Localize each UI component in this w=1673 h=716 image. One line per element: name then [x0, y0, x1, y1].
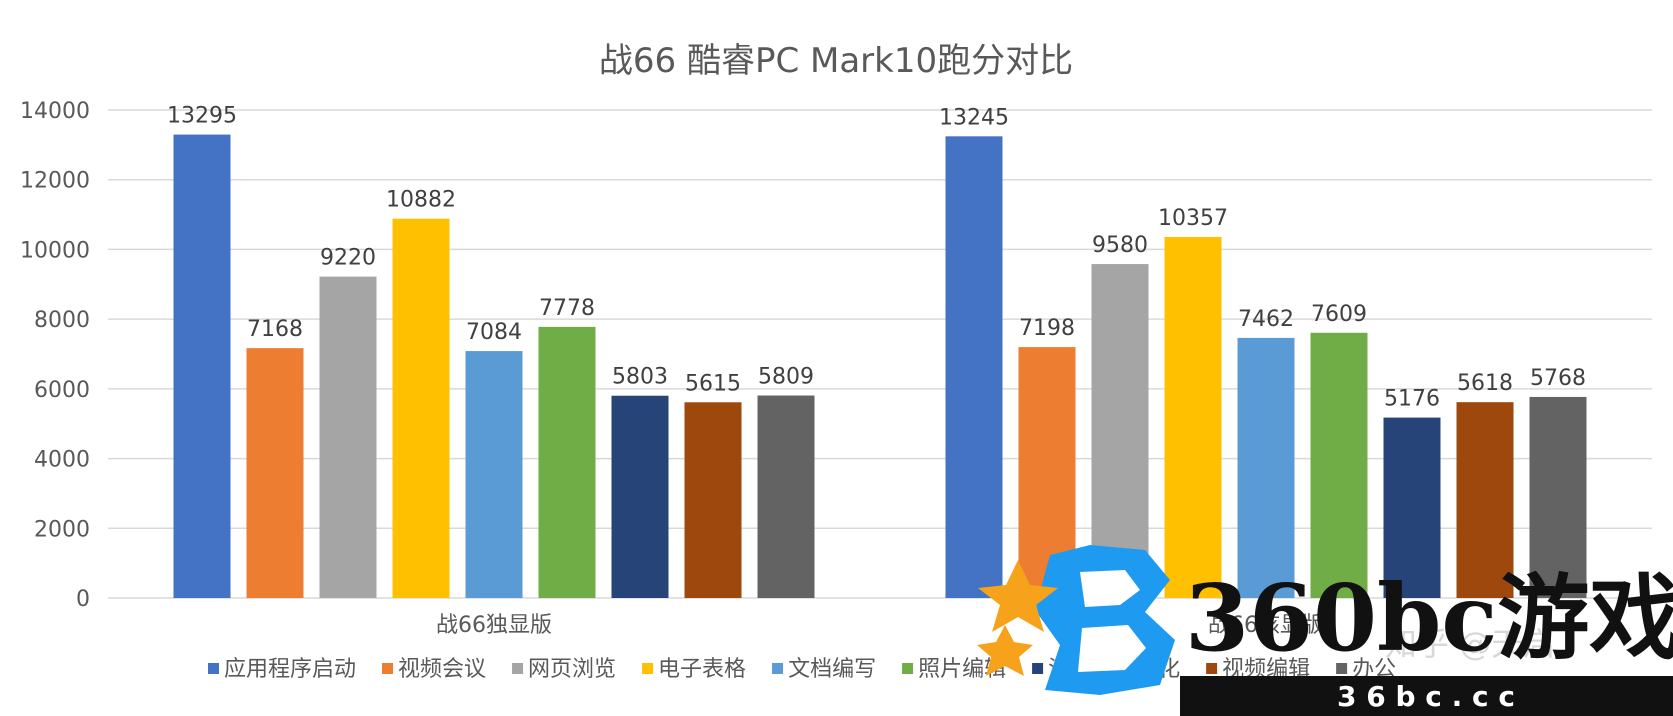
legend-swatch	[642, 663, 654, 674]
watermark-domain-text: 3 6 b c . c c	[1337, 680, 1515, 713]
chart-title: 战66 酷睿PC Mark10跑分对比	[599, 41, 1073, 81]
bar	[945, 136, 1003, 598]
bar	[173, 134, 231, 598]
legend-swatch	[902, 663, 914, 674]
data-label: 5618	[1457, 371, 1513, 396]
x-category-label: 战66核显版	[1208, 613, 1324, 638]
legend-swatch	[382, 663, 394, 674]
legend-label: 视频会议	[398, 657, 486, 682]
y-axis: 0 2000 4000 6000 8000 10000 12000 14000	[20, 99, 90, 612]
bar	[246, 348, 304, 598]
data-label: 9220	[320, 246, 376, 271]
bar	[684, 402, 742, 598]
watermark-brand-text: 360bc游戏	[1185, 564, 1673, 672]
data-label: 5809	[758, 365, 814, 390]
data-label: 10882	[386, 188, 456, 213]
data-label: 7609	[1311, 302, 1367, 327]
legend-swatch	[772, 663, 784, 674]
y-tick-label: 10000	[20, 238, 90, 263]
y-tick-label: 12000	[20, 169, 90, 194]
data-label: 7084	[466, 320, 522, 345]
bar	[1529, 396, 1587, 598]
data-label: 5615	[685, 371, 741, 396]
watermark: 知乎 @天启 360bc游戏 3 6 b c . c c	[977, 545, 1673, 716]
legend-swatch	[208, 663, 219, 674]
legend-swatch	[512, 663, 524, 674]
y-tick-label: 4000	[34, 448, 90, 473]
legend-swatch	[1206, 663, 1218, 674]
data-label: 9580	[1092, 233, 1148, 258]
bar	[1237, 337, 1295, 598]
y-tick-label: 6000	[34, 378, 90, 403]
data-label: 13245	[939, 105, 1009, 130]
bar	[538, 326, 596, 598]
data-label: 10357	[1158, 206, 1228, 231]
data-label: 7168	[247, 317, 303, 342]
y-tick-label: 8000	[34, 308, 90, 333]
data-label: 7778	[539, 296, 595, 321]
y-tick-label: 0	[76, 587, 90, 612]
bar	[1383, 417, 1441, 598]
bars	[173, 134, 1587, 599]
data-label: 7198	[1019, 316, 1075, 341]
data-label: 7462	[1238, 307, 1294, 332]
data-label: 5803	[612, 365, 668, 390]
x-category-label: 战66独显版	[436, 613, 552, 638]
legend-label: 应用程序启动	[224, 657, 356, 682]
y-tick-label: 14000	[20, 99, 90, 124]
bar	[757, 395, 815, 598]
data-label: 5176	[1384, 387, 1440, 412]
legend-label: 电子表格	[658, 657, 746, 682]
legend-label: 网页浏览	[528, 657, 616, 682]
data-label: 5768	[1530, 366, 1586, 391]
bar	[611, 395, 669, 598]
bar	[1456, 402, 1514, 598]
data-labels: 13295 7168 9220 10882 7084 7778 5803 5615 5809 13…	[167, 104, 1586, 412]
bar	[319, 276, 377, 598]
bar	[1091, 264, 1149, 598]
legend-swatch	[1032, 663, 1044, 674]
y-tick-label: 2000	[34, 517, 90, 542]
watermark-domain-bar	[1180, 676, 1673, 716]
data-label: 13295	[167, 104, 237, 129]
bar	[465, 351, 523, 598]
legend-swatch	[1336, 663, 1348, 674]
bar	[1164, 236, 1222, 599]
bar	[1310, 332, 1368, 598]
b-logo-icon	[977, 545, 1175, 695]
bar	[392, 218, 450, 598]
zhihu-watermark-text: 知乎 @天启	[1385, 625, 1555, 663]
legend-label: 文档编写	[788, 657, 876, 682]
x-axis: 战66独显版 战66核显版	[436, 613, 1324, 638]
